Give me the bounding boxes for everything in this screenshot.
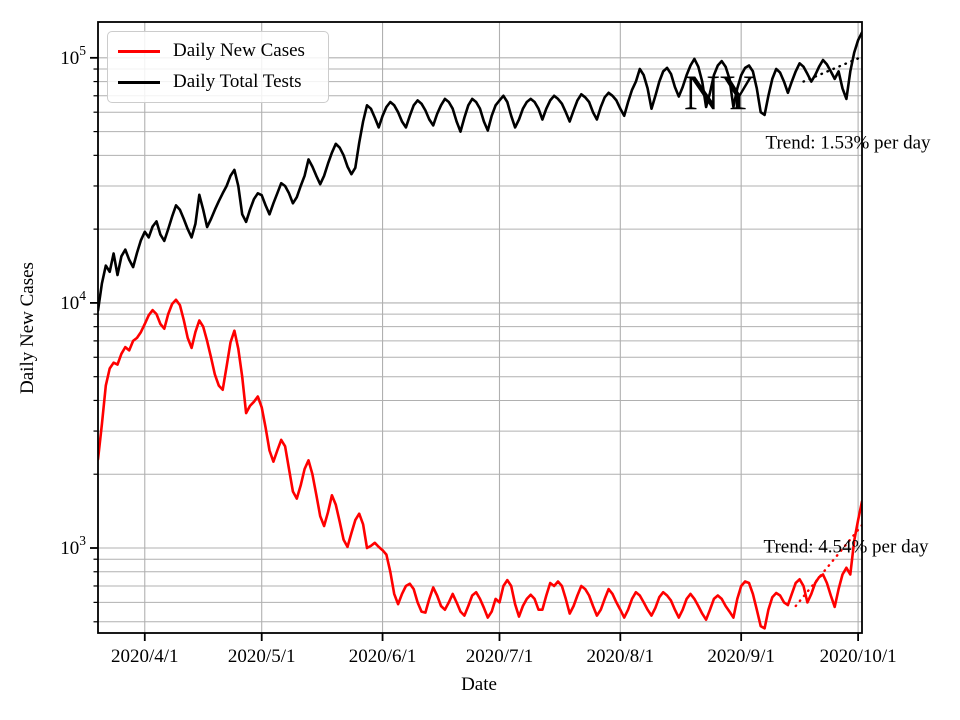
plot-border [97, 21, 863, 634]
trend-annotation-tests: Trend: 1.53% per day [765, 132, 931, 154]
black-line-swatch [118, 80, 160, 84]
x-tick-label: 2020/8/1 [587, 646, 655, 667]
x-tick-label: 2020/9/1 [707, 646, 775, 667]
y-tick-label: 104 [60, 288, 86, 314]
axis-ticks [90, 56, 860, 641]
trend-dotted-line [802, 55, 862, 83]
legend-item-daily-total-tests: Daily Total Tests [118, 70, 316, 94]
legend: Daily New Cases Daily Total Tests [107, 31, 329, 103]
legend-label-daily-new-cases: Daily New Cases [173, 40, 305, 61]
trend-annotation-cases: Trend: 4.54% per day [763, 536, 929, 558]
x-tick-label: 2020/7/1 [466, 646, 534, 667]
red-line-swatch [118, 49, 160, 53]
state-label-ny: NY [683, 64, 757, 120]
trend-dotted-line [794, 523, 862, 608]
x-tick-label: 2020/4/1 [111, 646, 179, 667]
x-tick-label: 2020/6/1 [349, 646, 417, 667]
daily-new-cases-line [98, 298, 862, 630]
legend-item-daily-new-cases: Daily New Cases [118, 39, 316, 63]
y-tick-label: 105 [60, 43, 86, 69]
x-axis-label: Date [461, 674, 497, 695]
daily-total-tests-line [98, 31, 862, 312]
y-tick-label: 103 [60, 533, 86, 559]
legend-label-daily-total-tests: Daily Total Tests [173, 71, 302, 92]
x-tick-label: 2020/5/1 [228, 646, 296, 667]
x-tick-label: 2020/10/1 [820, 646, 897, 667]
y-axis-label: Daily New Cases [17, 262, 38, 394]
